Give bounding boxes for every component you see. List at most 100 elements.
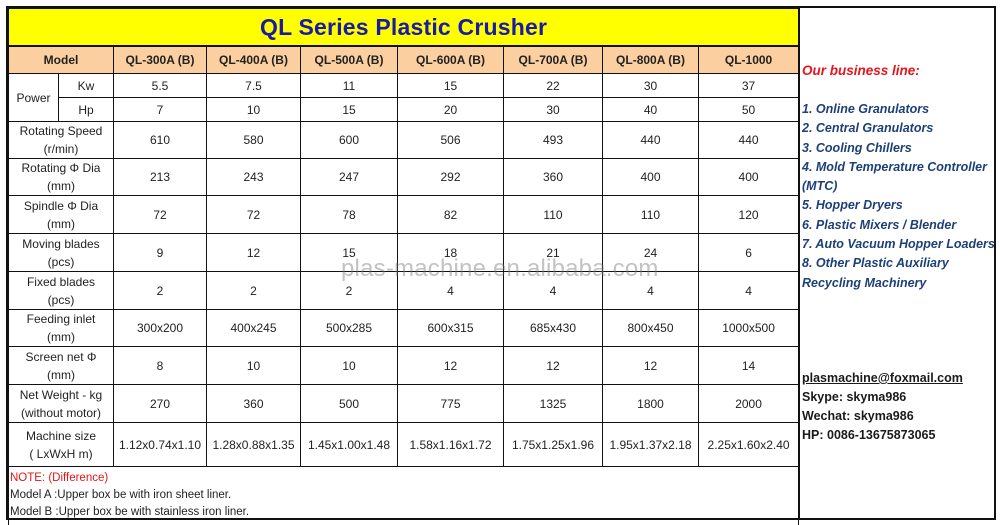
cell: 12 xyxy=(397,346,504,385)
cell: 440 xyxy=(697,121,800,159)
cell: 300x200 xyxy=(113,309,207,347)
cell: 78 xyxy=(300,195,398,234)
cell: 580 xyxy=(206,121,301,159)
cell: 270 xyxy=(113,384,207,423)
cell: 360 xyxy=(206,384,301,423)
table-row-rotating-dia: Rotating Φ Dia (mm) 213 243 247 292 360 4… xyxy=(8,158,800,196)
skype-text: Skype: skyma986 xyxy=(802,390,907,404)
row-unit: Hp xyxy=(58,97,114,122)
cell: 2 xyxy=(206,271,301,310)
cell: 10 xyxy=(206,346,301,385)
cell: 2.25x1.60x2.40 xyxy=(697,422,800,467)
cell: 1.75x1.25x1.96 xyxy=(503,422,603,467)
table-row-moving-blades: Moving blades (pcs) 9 12 15 18 21 24 6 xyxy=(8,233,800,272)
cell: 7 xyxy=(113,97,207,122)
cell: 120 xyxy=(697,195,800,234)
cell: 500 xyxy=(300,384,398,423)
cell: 360 xyxy=(503,158,603,196)
cell: 21 xyxy=(503,233,603,272)
cell: 440 xyxy=(602,121,699,159)
model-col-header: QL-600A (B) xyxy=(397,45,504,74)
cell: 24 xyxy=(602,233,699,272)
list-item: 6. Plastic Mixers / Blender xyxy=(802,217,957,232)
list-item: 4. Mold Temperature Controller (MTC) xyxy=(802,159,987,194)
cell: 15 xyxy=(397,73,504,98)
row-label: Spindle Φ Dia (mm) xyxy=(8,195,114,234)
table-row-machine-size: Machine size( LxWxH m) 1.12x0.74x1.10 1.… xyxy=(8,422,800,467)
spec-table: QL Series Plastic Crusher Model QL-300A … xyxy=(7,8,800,525)
table-row-spindle-dia: Spindle Φ Dia (mm) 72 72 78 82 110 110 12… xyxy=(8,195,800,234)
model-col-header: QL-800A (B) xyxy=(602,45,699,74)
cell: 506 xyxy=(397,121,504,159)
row-unit: Kw xyxy=(58,73,114,98)
wechat-text: Wechat: skyma986 xyxy=(802,409,914,423)
cell: 1.58x1.16x1.72 xyxy=(397,422,504,467)
cell: 20 xyxy=(397,97,504,122)
cell: 600 xyxy=(300,121,398,159)
cell: 50 xyxy=(697,97,800,122)
cell: 14 xyxy=(697,346,800,385)
cell: 600x315 xyxy=(397,309,504,347)
cell: 72 xyxy=(206,195,301,234)
row-label: Feeding inlet (mm) xyxy=(8,309,114,347)
cell: 15 xyxy=(300,233,398,272)
note-row: NOTE: (Difference) Model A :Upper box be… xyxy=(7,466,800,525)
row-label: Power xyxy=(8,73,59,122)
table-row-feeding-inlet: Feeding inlet (mm) 300x200 400x245 500x28… xyxy=(8,309,800,347)
cell: 18 xyxy=(397,233,504,272)
cell: 610 xyxy=(113,121,207,159)
business-panel: Our business line: 1. Online Granulators… xyxy=(798,8,996,518)
list-item: 8. Other Plastic Auxiliary Recycling Mac… xyxy=(802,256,949,290)
cell: 72 xyxy=(113,195,207,234)
note-model-b: Model B :Upper box be with stainless iro… xyxy=(10,506,250,518)
page-title: QL Series Plastic Crusher xyxy=(7,8,800,47)
row-label: Rotating Φ Dia (mm) xyxy=(8,158,114,196)
cell: 1000x500 xyxy=(697,309,800,347)
cell: 10 xyxy=(206,97,301,122)
cell: 1.45x1.00x1.48 xyxy=(300,422,398,467)
cell: 685x430 xyxy=(503,309,603,347)
cell: 12 xyxy=(503,346,603,385)
business-list: 1. Online Granulators 2. Central Granula… xyxy=(802,100,997,293)
cell: 110 xyxy=(602,195,699,234)
cell: 400 xyxy=(602,158,699,196)
cell: 15 xyxy=(300,97,398,122)
cell: 400x245 xyxy=(206,309,301,347)
cell: 1.95x1.37x2.18 xyxy=(602,422,699,467)
table-row-power-hp: Hp 7 10 15 20 30 40 50 xyxy=(9,97,800,122)
cell: 400 xyxy=(697,158,800,196)
cell: 8 xyxy=(113,346,207,385)
table-row-screen-net: Screen net Φ (mm) 8 10 10 12 12 12 14 xyxy=(8,346,800,385)
cell: 4 xyxy=(602,271,699,310)
spec-sheet: QL Series Plastic Crusher Model QL-300A … xyxy=(6,6,996,525)
cell: 292 xyxy=(397,158,504,196)
model-col-header: QL-500A (B) xyxy=(300,45,398,74)
cell: 500x285 xyxy=(300,309,398,347)
email-link[interactable]: plasmachine@foxmail.com xyxy=(802,371,963,385)
model-col-header: QL-1000 xyxy=(697,45,800,74)
model-col-header: QL-700A (B) xyxy=(503,45,603,74)
cell: 12 xyxy=(206,233,301,272)
model-col-header: QL-400A (B) xyxy=(206,45,301,74)
row-label: Fixed blades (pcs) xyxy=(8,271,114,310)
cell: 4 xyxy=(397,271,504,310)
row-label: Rotating Speed (r/min) xyxy=(8,121,114,159)
contact-block: plasmachine@foxmail.com Skype: skyma986 … xyxy=(802,369,997,445)
list-item: 3. Cooling Chillers xyxy=(802,140,912,155)
row-label: Moving blades (pcs) xyxy=(8,233,114,272)
cell: 213 xyxy=(113,158,207,196)
cell: 110 xyxy=(503,195,603,234)
cell: 30 xyxy=(503,97,603,122)
list-item: 7. Auto Vacuum Hopper Loaders xyxy=(802,237,995,252)
note-block: NOTE: (Difference) Model A :Upper box be… xyxy=(7,466,800,525)
cell: 9 xyxy=(113,233,207,272)
cell: 2 xyxy=(300,271,398,310)
list-item: 5. Hopper Dryers xyxy=(802,198,903,213)
row-label: Screen net Φ (mm) xyxy=(8,346,114,385)
cell: 12 xyxy=(602,346,699,385)
cell: 2000 xyxy=(697,384,800,423)
table-row-net-weight: Net Weight - kg (without motor) 270 360 5… xyxy=(8,384,800,423)
cell: 493 xyxy=(503,121,603,159)
business-title: Our business line: xyxy=(802,63,920,78)
model-col-header: QL-300A (B) xyxy=(113,45,207,74)
